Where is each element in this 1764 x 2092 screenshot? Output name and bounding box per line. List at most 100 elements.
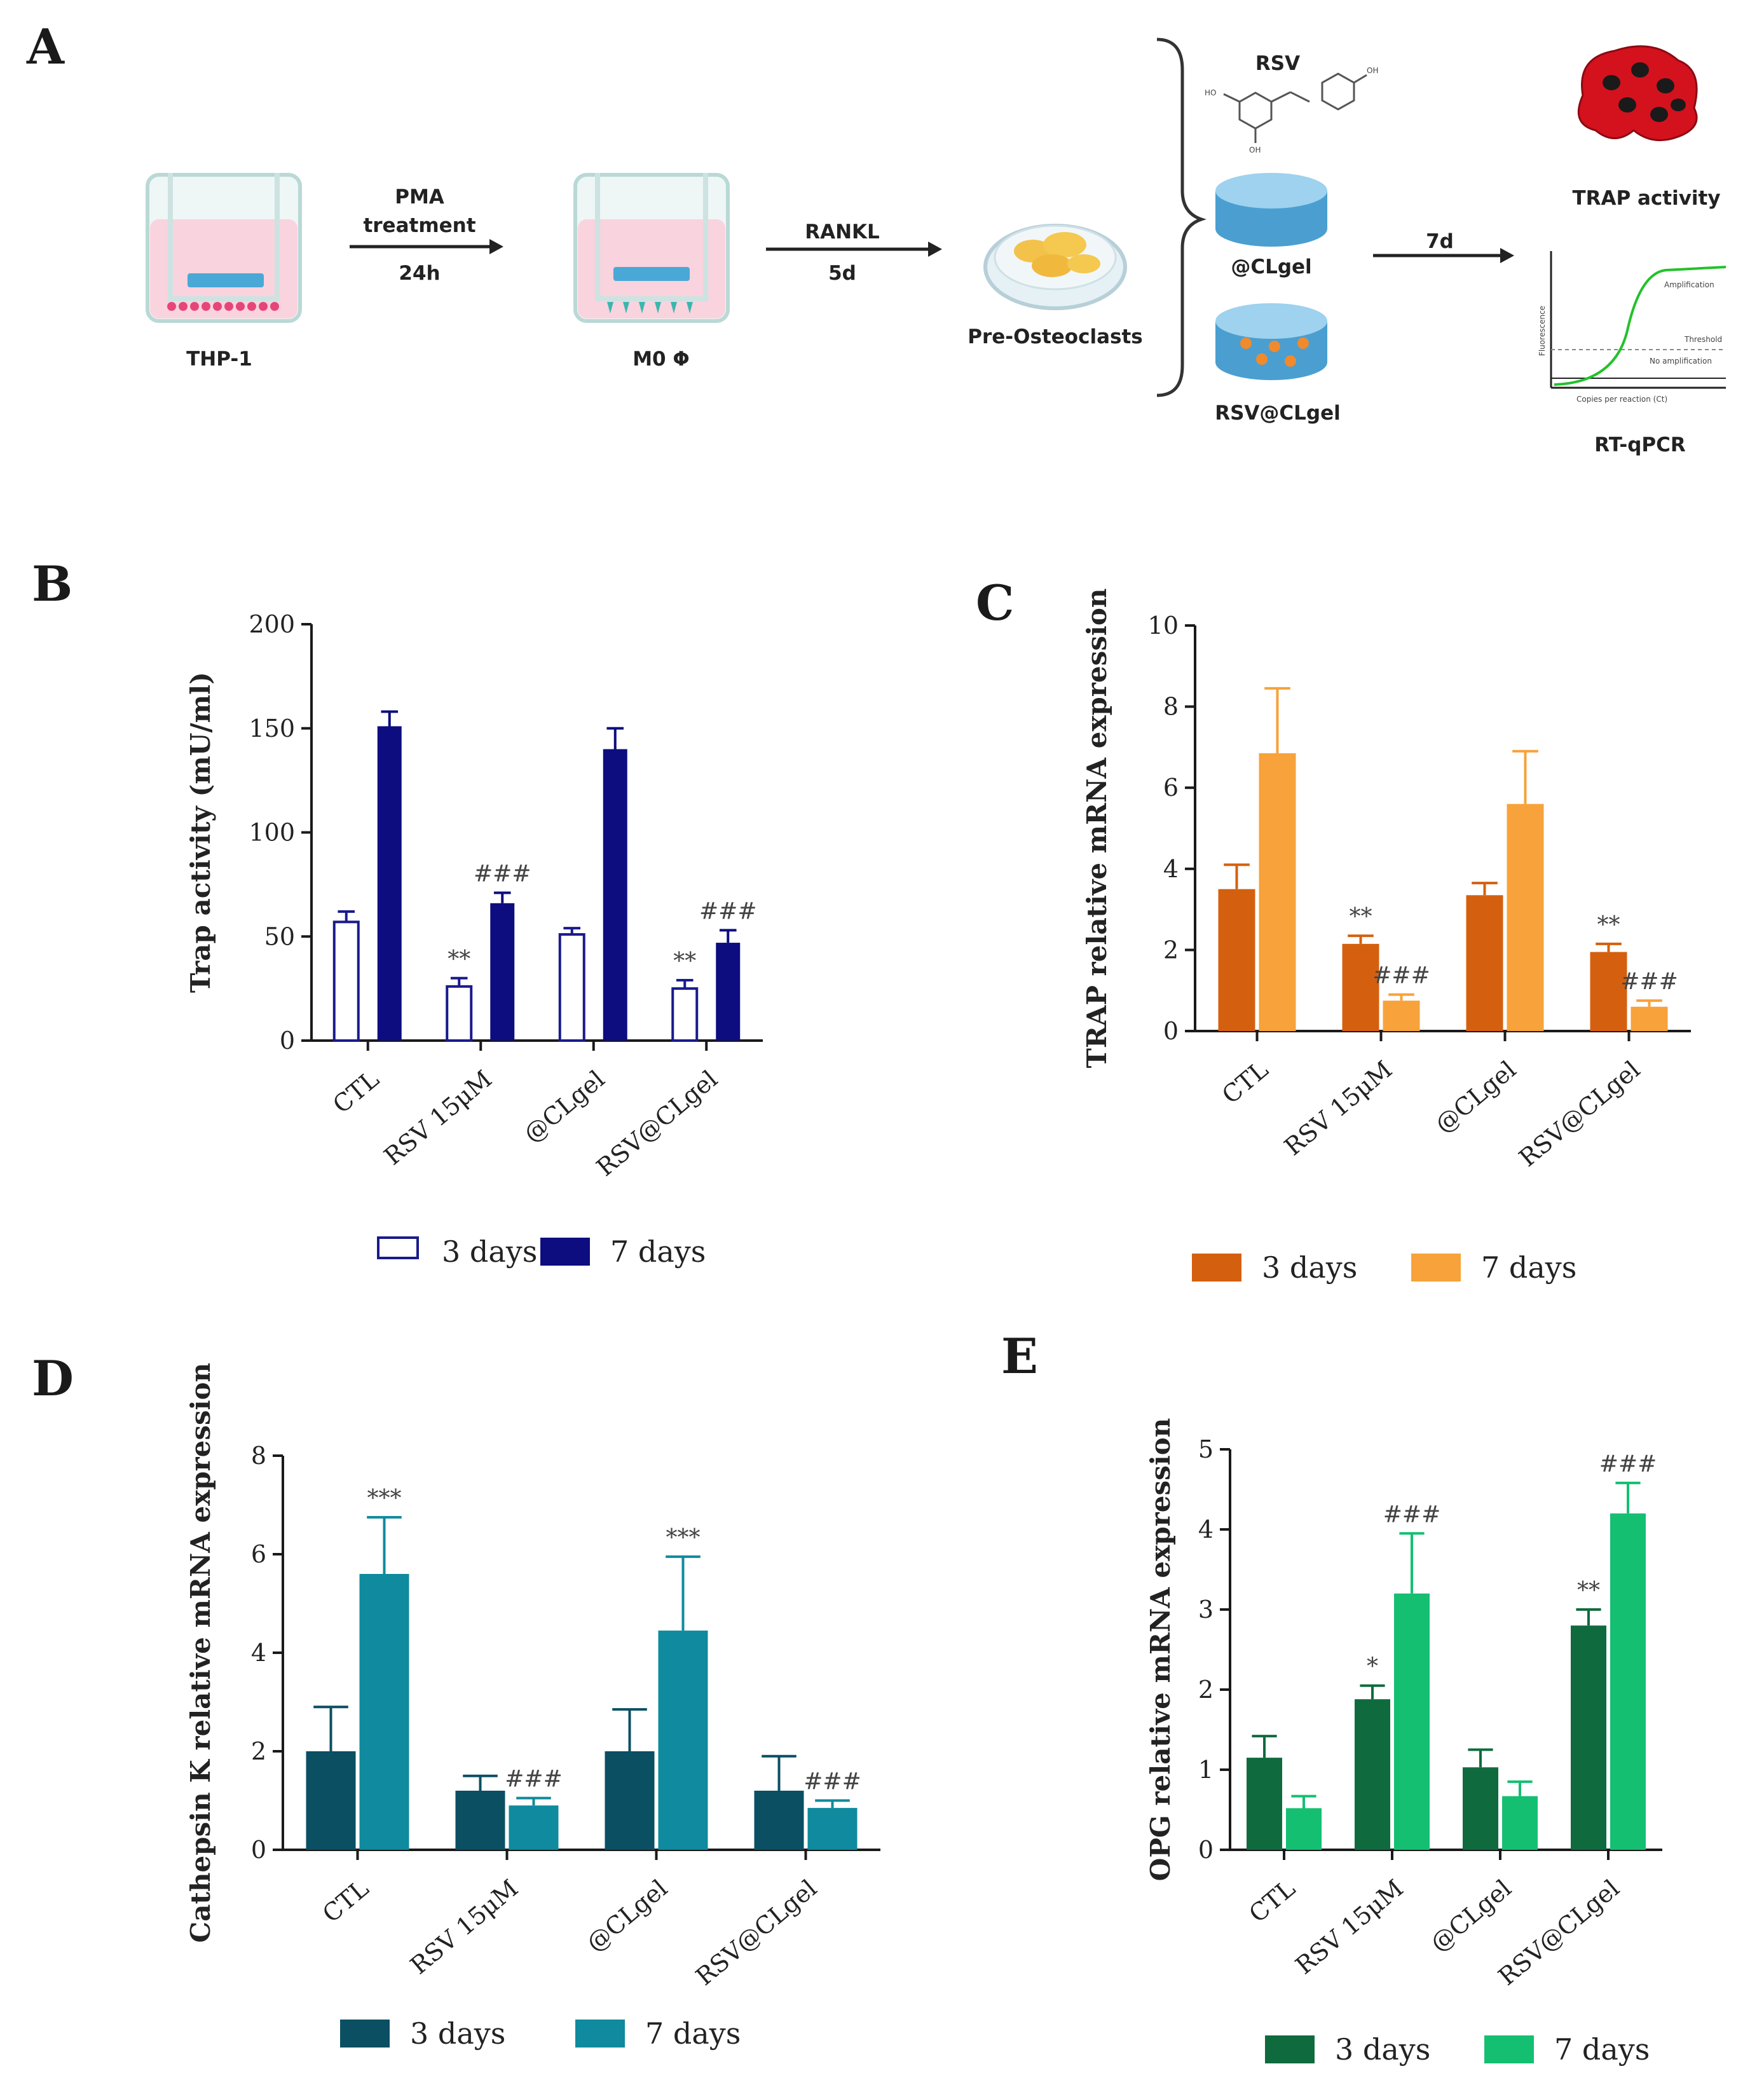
y-tick-label: 6 [251, 1540, 266, 1568]
x-tick-label: RSV 15μM [1290, 1874, 1409, 1979]
oh-label: OH [1249, 146, 1261, 154]
rsv-label: RSV [1255, 52, 1300, 75]
no-amplification-label: No amplification [1650, 357, 1712, 366]
y-axis-label: TRAP relative mRNA expression [1081, 589, 1112, 1069]
bar-7-days [509, 1805, 559, 1850]
y-tick-label: 0 [251, 1836, 266, 1864]
significance-label: ** [1597, 912, 1620, 938]
y-tick-label: 200 [249, 610, 295, 638]
chart-trap-activity: 0 50 100 150 200 Trap activity (mU/ml) CTLRSV … [185, 610, 763, 1269]
bar-7-days [359, 1574, 409, 1850]
bar-3-days [1466, 895, 1503, 1031]
arrow-icon [766, 242, 942, 257]
bar-7-days [603, 749, 627, 1041]
legend-label: 3 days [410, 2016, 505, 2051]
y-tick-label: 1 [1198, 1756, 1214, 1784]
significance-label: *** [367, 1486, 402, 1512]
chart-opg-mrna: 0 1 2 3 4 5 OPG relative mRNA expression CTLRSV… [1145, 1418, 1662, 2067]
legend-swatch [1265, 2035, 1315, 2063]
thp1-label: THP-1 [186, 348, 252, 371]
legend-label: 3 days [1335, 2032, 1430, 2067]
y-tick-label: 6 [1163, 774, 1179, 802]
significance-label: ### [803, 1769, 861, 1795]
bar-3-days [1355, 1699, 1390, 1850]
x-tick-label: @CLgel [518, 1065, 610, 1148]
bar-7-days [658, 1631, 708, 1850]
x-tick-label: CTL [327, 1065, 384, 1119]
significance-label: ** [673, 948, 696, 974]
bar-3-days [1247, 1758, 1282, 1850]
significance-label: ### [1383, 1501, 1441, 1528]
bar-7-days [1394, 1593, 1430, 1850]
clgel-disc-icon [1215, 173, 1327, 247]
bar-3-days [455, 1791, 505, 1850]
legend-label: 7 days [610, 1234, 706, 1269]
y-tick-label: 100 [249, 819, 295, 847]
x-tick-label: CTL [317, 1874, 374, 1928]
x-tick-label: CTL [1217, 1055, 1273, 1109]
bar-3-days [1571, 1625, 1606, 1850]
bar-7-days [1507, 803, 1544, 1031]
thp1-well-icon [146, 173, 302, 323]
bar-7-days [1286, 1808, 1322, 1850]
legend-swatch [1484, 2035, 1534, 2063]
significance-label: ** [1577, 1578, 1600, 1604]
panel-e-letter: E [1001, 1328, 1038, 1384]
legend-label: 7 days [645, 2016, 741, 2051]
significance-label: ### [699, 898, 757, 924]
arrow-icon [1373, 248, 1514, 263]
osteoclast-cell-icon [1577, 45, 1698, 142]
x-tick-label: @CLgel [1430, 1055, 1521, 1138]
bar-7-days [1259, 753, 1296, 1031]
bar-7-days [1610, 1513, 1646, 1850]
m0-well-icon [573, 173, 730, 323]
bar-7-days [490, 903, 515, 1041]
y-tick-label: 4 [1163, 855, 1179, 883]
y-axis-label: Cathepsin K relative mRNA expression [185, 1363, 216, 1943]
y-tick-label: 0 [1163, 1017, 1179, 1045]
y-tick-label: 0 [280, 1027, 295, 1055]
y-axis-label: OPG relative mRNA expression [1145, 1418, 1176, 1882]
trap-activity-label: TRAP activity [1572, 187, 1720, 210]
bar-3-days [306, 1751, 356, 1850]
y-tick-label: 8 [251, 1442, 266, 1470]
x-tick-label: RSV 15μM [379, 1065, 497, 1170]
bar-3-days [332, 920, 360, 1042]
y-tick-label: 5 [1198, 1435, 1214, 1463]
bar-7-days [377, 726, 402, 1041]
chart-cathepsin-k-mrna: 0 2 4 6 8 Cathepsin K relative mRNA expressio… [185, 1363, 880, 2051]
7d-label: 7d [1426, 230, 1454, 253]
bar-7-days [1631, 1006, 1668, 1031]
legend-label: 3 days [1262, 1250, 1357, 1285]
significance-label: ### [1372, 963, 1430, 989]
oh-label: HO [1205, 88, 1216, 97]
significance-label: * [1367, 1654, 1378, 1680]
clgel-label: @CLgel [1231, 256, 1311, 278]
rt-qpcr-label: RT-qPCR [1594, 434, 1686, 456]
x-tick-label: RSV 15μM [405, 1874, 523, 1979]
5d-label: 5d [828, 262, 856, 285]
qpcr-curve-icon [1550, 251, 1726, 389]
rankl-label: RANKL [805, 221, 880, 243]
bar-7-days [807, 1808, 858, 1850]
significance-label: ### [1599, 1451, 1657, 1477]
rsv-clgel-disc-icon [1215, 303, 1327, 380]
threshold-label: Threshold [1684, 335, 1722, 344]
y-tick-label: 2 [251, 1737, 266, 1765]
legend-label: 3 days [442, 1234, 537, 1269]
m0-label: M0 Φ [632, 348, 690, 371]
petri-dish-icon [983, 224, 1127, 310]
legend-swatch [377, 1236, 419, 1259]
bar-3-days [605, 1751, 655, 1850]
bar-3-days [754, 1791, 804, 1850]
x-tick-label: CTL [1243, 1874, 1300, 1928]
treatment-label: treatment [363, 214, 475, 237]
significance-label: ** [448, 947, 470, 973]
oh-label: OH [1367, 66, 1378, 75]
y-tick-label: 150 [249, 714, 295, 742]
significance-label: ### [505, 1767, 563, 1793]
bar-7-days [1383, 1001, 1420, 1031]
pre-osteoclasts-label: Pre-Osteoclasts [967, 325, 1143, 348]
x-tick-label: @CLgel [1425, 1874, 1517, 1957]
